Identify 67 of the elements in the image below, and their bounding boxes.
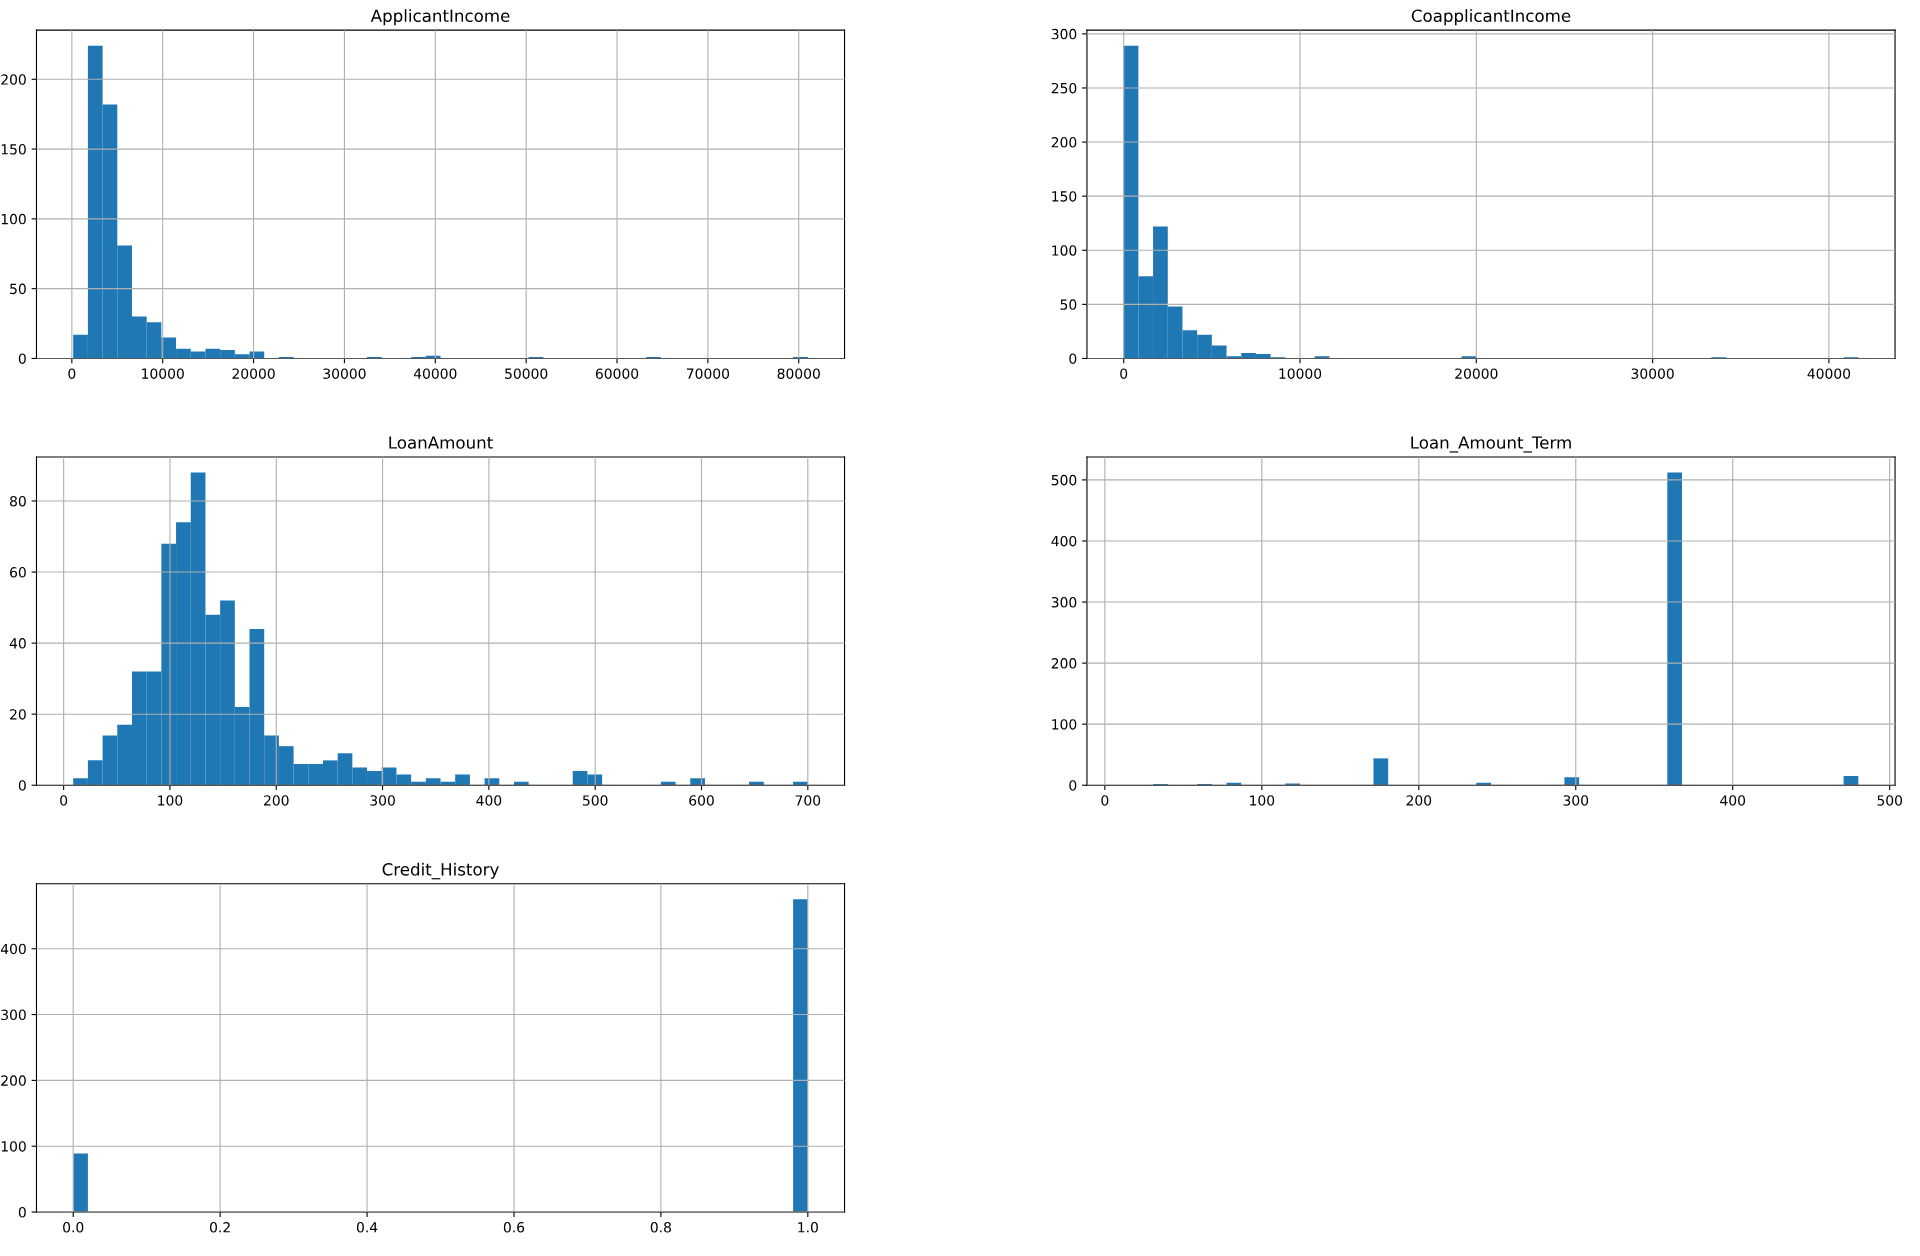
x-tick-label: 600 — [689, 795, 714, 806]
chart-title: ApplicantIncome — [370, 9, 510, 26]
x-tick-label: 0.2 — [210, 1222, 230, 1233]
y-tick-label: 0 — [1069, 353, 1077, 364]
x-tick-label: 10000 — [142, 368, 184, 379]
y-tick-label: 100 — [1, 1141, 26, 1152]
chart-title: LoanAmount — [389, 436, 493, 449]
x-tick-label: 40000 — [413, 368, 457, 379]
y-tick-label: 250 — [1051, 82, 1077, 94]
y-tick-label: 20 — [10, 709, 26, 720]
y-tick-label: 200 — [1051, 137, 1077, 148]
x-tick-label: 200 — [1406, 795, 1432, 806]
x-tick-label: 50000 — [505, 368, 548, 379]
chart-title: Loan_Amount_Term — [1411, 436, 1571, 453]
y-tick-label: 40 — [9, 638, 26, 649]
y-tick-label: 200 — [1051, 658, 1077, 669]
x-tick-label: 400 — [476, 795, 502, 806]
y-tick-label: 500 — [1051, 474, 1077, 486]
x-tick-label: 0.8 — [650, 1222, 671, 1233]
y-tick-label: 100 — [1052, 719, 1077, 730]
x-tick-label: 100 — [158, 795, 183, 806]
x-tick-label: 70000 — [686, 368, 730, 379]
x-tick-label: 0 — [68, 368, 76, 379]
y-tick-label: 50 — [10, 283, 26, 295]
x-tick-label: 100 — [1250, 795, 1275, 806]
y-tick-label: 200 — [1, 1075, 26, 1086]
x-tick-label: 30000 — [1631, 368, 1674, 379]
y-tick-label: 0 — [18, 353, 26, 364]
x-tick-label: 30000 — [323, 368, 366, 379]
y-tick-label: 0 — [18, 1207, 26, 1218]
y-tick-label: 100 — [1052, 245, 1077, 256]
x-tick-label: 10000 — [1279, 368, 1322, 379]
y-tick-label: 300 — [1051, 28, 1077, 40]
y-tick-label: 200 — [1, 74, 26, 85]
y-tick-label: 400 — [1051, 535, 1077, 547]
y-tick-label: 60 — [10, 567, 26, 578]
x-tick-label: 20000 — [232, 368, 275, 379]
x-tick-label: 300 — [370, 795, 395, 806]
x-tick-label: 0 — [60, 795, 68, 806]
y-tick-label: 300 — [1051, 597, 1077, 608]
y-tick-label: 400 — [0, 943, 26, 955]
x-tick-label: 60000 — [595, 368, 639, 379]
x-tick-label: 0.0 — [63, 1222, 84, 1233]
x-tick-label: 200 — [264, 795, 289, 806]
y-tick-label: 0 — [18, 780, 26, 791]
x-tick-label: 1.0 — [798, 1222, 818, 1233]
y-tick-label: 100 — [1, 213, 26, 225]
chart-title: Credit_History — [382, 862, 499, 880]
x-tick-label: 0 — [1120, 368, 1128, 379]
y-tick-label: 0 — [1069, 780, 1077, 791]
y-tick-label: 150 — [1, 144, 26, 155]
x-tick-label: 500 — [583, 795, 608, 806]
x-tick-label: 80000 — [777, 368, 820, 379]
y-tick-label: 150 — [1052, 191, 1077, 202]
x-tick-label: 40000 — [1807, 368, 1851, 379]
x-tick-label: 700 — [795, 795, 821, 806]
y-tick-label: 300 — [1, 1009, 26, 1021]
x-tick-label: 500 — [1877, 795, 1903, 806]
y-tick-label: 80 — [10, 495, 26, 507]
x-tick-label: 0.4 — [356, 1222, 378, 1233]
x-tick-label: 0.6 — [503, 1222, 525, 1233]
y-tick-label: 50 — [1060, 299, 1077, 310]
x-tick-label: 300 — [1563, 795, 1589, 806]
x-tick-label: 20000 — [1455, 368, 1498, 379]
x-tick-label: 400 — [1720, 795, 1746, 806]
chart-title: CoapplicantIncome — [1411, 9, 1571, 26]
x-tick-label: 0 — [1101, 795, 1109, 806]
